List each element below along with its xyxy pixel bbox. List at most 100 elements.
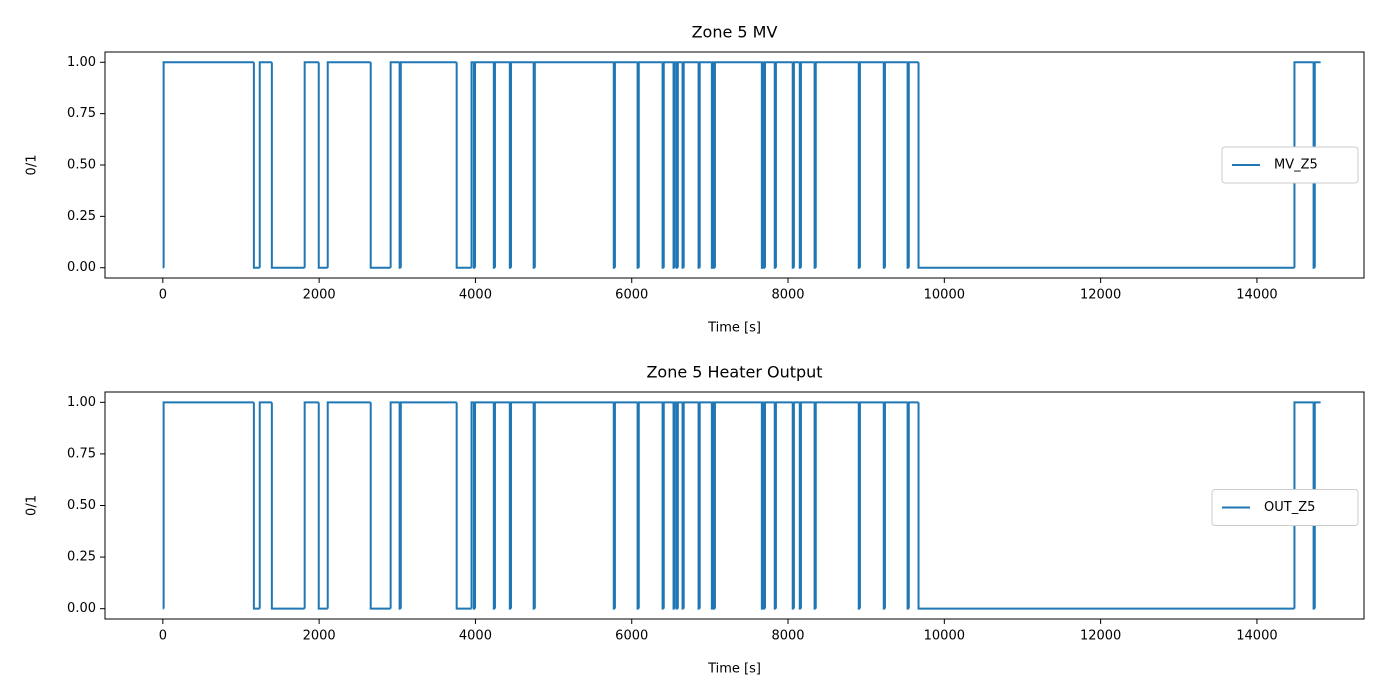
- step-segment: [661, 402, 664, 610]
- step-segment: [712, 402, 715, 610]
- step-segment: [883, 401, 908, 609]
- y-axis-label: 0/1: [25, 155, 40, 176]
- step-segment: [682, 61, 699, 268]
- legend-label: OUT_Z5: [1264, 500, 1315, 515]
- x-tick-label: 4000: [459, 629, 492, 644]
- step-segment: [326, 401, 371, 609]
- step-segment: [470, 401, 474, 609]
- step-segment: [474, 61, 494, 268]
- step-segment: [533, 401, 614, 609]
- y-tick-label: 0.25: [67, 209, 96, 224]
- step-segment: [470, 61, 474, 268]
- step-segment: [533, 61, 614, 268]
- step-segment: [673, 61, 677, 268]
- step-segment: [681, 402, 684, 610]
- x-tick-label: 2000: [303, 629, 336, 644]
- step-segment: [389, 401, 400, 609]
- y-axis-label: 0/1: [25, 495, 40, 516]
- step-segment: [676, 401, 683, 609]
- step-segment: [317, 402, 328, 610]
- legend-label: MV_Z5: [1274, 158, 1318, 173]
- step-segment: [697, 402, 700, 610]
- legend: MV_Z5: [1221, 146, 1359, 184]
- step-segment: [613, 401, 638, 609]
- step-segment: [791, 402, 794, 610]
- series-line: [162, 61, 1321, 269]
- step-segment: [509, 61, 534, 268]
- y-tick-label: 1.00: [67, 395, 96, 410]
- x-tick-label: 8000: [771, 288, 804, 303]
- step-segment: [813, 402, 816, 610]
- step-segment: [1312, 402, 1315, 610]
- step-segment: [673, 401, 677, 609]
- x-tick-label: 8000: [771, 629, 804, 644]
- step-segment: [258, 401, 272, 609]
- step-segment: [303, 401, 319, 609]
- step-segment: [1313, 401, 1321, 609]
- step-segment: [858, 401, 884, 609]
- step-segment: [399, 401, 457, 609]
- chart-title: Zone 5 MV: [692, 23, 778, 42]
- step-segment: [613, 61, 638, 268]
- y-tick-label: 0.75: [67, 446, 96, 461]
- step-segment: [455, 402, 472, 610]
- step-segment: [317, 62, 328, 269]
- step-segment: [907, 61, 919, 268]
- step-segment: [399, 61, 457, 268]
- step-segment: [509, 401, 534, 609]
- step-segment: [675, 402, 678, 610]
- step-segment: [698, 61, 712, 268]
- legend-box: [1221, 146, 1359, 184]
- step-segment: [612, 402, 615, 610]
- step-segment: [799, 401, 815, 609]
- step-segment: [493, 401, 510, 609]
- step-segment: [637, 61, 663, 268]
- step-segment: [492, 402, 495, 610]
- y-tick-label: 0.00: [67, 260, 96, 275]
- step-segment: [270, 402, 305, 610]
- step-segment: [792, 61, 800, 268]
- step-segment: [162, 61, 254, 268]
- y-tick-label: 0.50: [67, 158, 96, 173]
- legend-box: [1211, 489, 1359, 526]
- step-segment: [676, 61, 683, 268]
- step-segment: [906, 402, 909, 610]
- step-segment: [662, 401, 674, 609]
- step-segment: [637, 401, 663, 609]
- step-segment: [662, 61, 674, 268]
- step-segment: [798, 402, 801, 610]
- legend: OUT_Z5: [1211, 489, 1359, 526]
- y-tick-label: 0.50: [67, 498, 96, 513]
- x-axis-label: Time [s]: [707, 321, 761, 336]
- step-segment: [252, 62, 260, 269]
- step-segment: [636, 402, 639, 610]
- step-segment: [1293, 61, 1314, 268]
- step-segment: [508, 402, 511, 610]
- x-tick-label: 2000: [303, 288, 336, 303]
- y-tick-label: 0.75: [67, 106, 96, 121]
- step-segment: [389, 61, 400, 268]
- step-segment: [474, 401, 494, 609]
- step-segment: [1293, 401, 1314, 609]
- x-tick-label: 14000: [1236, 629, 1277, 644]
- step-segment: [455, 62, 472, 269]
- step-segment: [762, 402, 765, 610]
- y-tick-label: 0.25: [67, 550, 96, 565]
- step-segment: [917, 402, 1295, 610]
- step-segment: [774, 401, 793, 609]
- step-segment: [799, 61, 815, 268]
- x-tick-label: 12000: [1080, 629, 1121, 644]
- step-segment: [270, 62, 305, 269]
- step-segment: [472, 402, 476, 610]
- axes-frame: [104, 51, 1365, 279]
- step-segment: [763, 401, 775, 609]
- series-line: [162, 401, 1321, 610]
- step-segment: [672, 402, 675, 610]
- x-tick-label: 0: [159, 288, 167, 303]
- x-tick-label: 12000: [1080, 288, 1121, 303]
- y-tick-label: 1.00: [67, 55, 96, 70]
- step-segment: [883, 61, 908, 268]
- x-tick-label: 10000: [924, 629, 965, 644]
- step-segment: [369, 402, 391, 610]
- step-segment: [682, 401, 699, 609]
